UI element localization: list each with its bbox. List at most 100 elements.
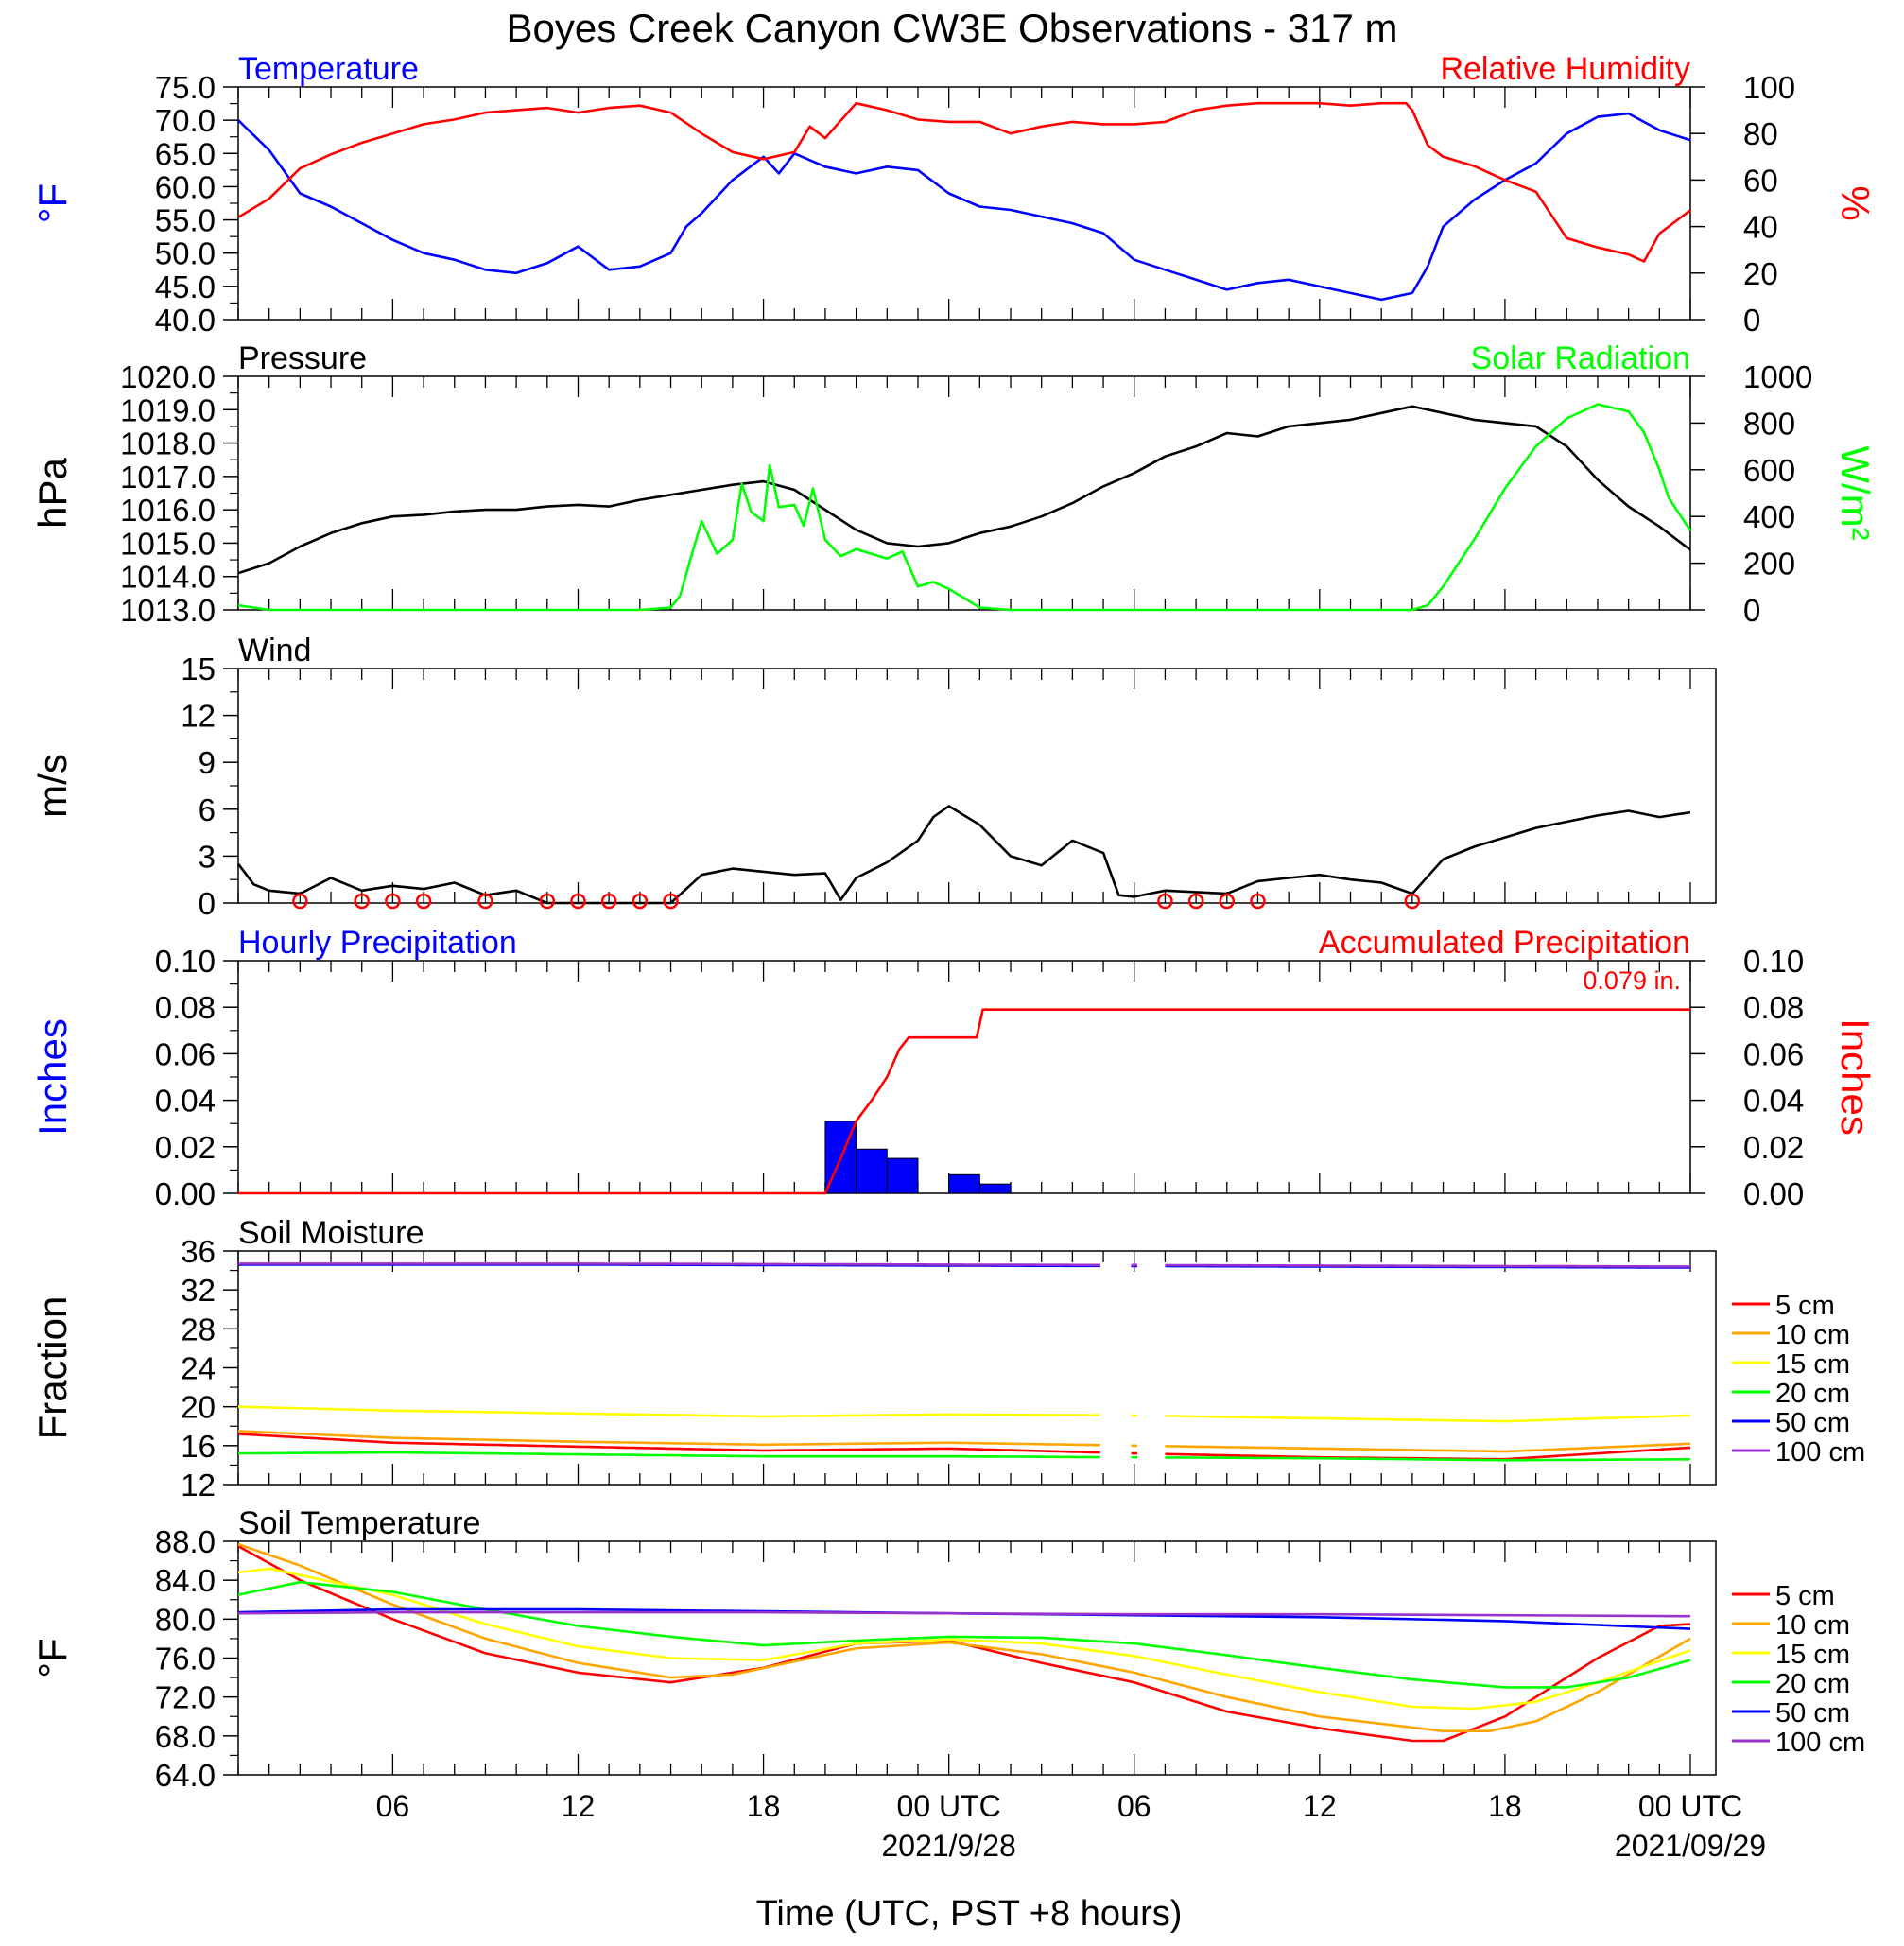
calm-wind-marker [632, 893, 649, 910]
pressure-solar-series [237, 403, 1692, 612]
temperature-humidity-y2-tick-label: 40 [1743, 210, 1778, 245]
temperature-humidity-y-tick-label: 75.0 [155, 70, 216, 105]
temperature-humidity-y-tick-label: 45.0 [155, 269, 216, 304]
calm-wind-marker [415, 893, 432, 910]
soil-moisture-series [237, 1430, 1691, 1453]
precipitation-y-tick-label: 0.08 [155, 990, 216, 1025]
pressure-solar-y-tick-label: 1015.0 [120, 526, 216, 561]
precipitation-series [238, 1008, 1690, 1195]
soil-moisture-legend-label: 5 cm [1775, 1291, 1835, 1321]
precipitation-y-tick-label: 0.00 [155, 1176, 216, 1211]
soil-moisture-y-axis-label: Fraction [30, 1296, 75, 1440]
temperature-humidity-y2-tick-label: 20 [1743, 256, 1778, 291]
soil-moisture-y-tick-label: 36 [181, 1234, 216, 1269]
pressure-solar-y2-tick-label: 200 [1743, 547, 1795, 582]
soil-moisture-series-line [237, 1433, 1100, 1454]
soil-moisture-legend-label: 50 cm [1775, 1408, 1850, 1438]
precipitation-y2-tick-label: 0.10 [1743, 944, 1804, 979]
wind-series-line [236, 805, 1691, 905]
temperature-humidity-y-tick-label: 60.0 [155, 169, 216, 204]
x-tick-label: 00 UTC [1638, 1789, 1742, 1823]
soil-temperature-legend-label: 10 cm [1775, 1610, 1850, 1641]
soil-moisture-y-tick-label: 20 [181, 1390, 216, 1425]
panels: 40.045.050.055.060.065.070.075.002040608… [30, 51, 1878, 1793]
x-tick-label: 18 [747, 1789, 781, 1823]
precip-bar [948, 1173, 980, 1194]
soil-moisture-series [238, 1405, 1691, 1423]
x-tick-label: 06 [1117, 1789, 1151, 1823]
pressure-solar-y2-tick-label: 0 [1743, 593, 1760, 628]
precip-bar [978, 1183, 1012, 1194]
precipitation-y2-tick-label: 0.06 [1743, 1036, 1804, 1071]
calm-wind-marker [570, 893, 586, 910]
temperature-humidity-y2-tick-label: 0 [1743, 303, 1760, 338]
wind-left-title: Wind [238, 633, 311, 669]
temperature-humidity-y2-axis-label: % [1833, 185, 1878, 220]
precipitation-y2-tick-label: 0.02 [1743, 1130, 1804, 1165]
precipitation-y2-tick-label: 0.04 [1743, 1084, 1804, 1119]
calm-wind-marker [477, 893, 493, 910]
soil-moisture-series [238, 1262, 1690, 1268]
temperature-humidity-series [237, 112, 1691, 302]
pressure-solar-y2-tick-label: 400 [1743, 499, 1795, 534]
soil-temperature-series-line [237, 1544, 1691, 1743]
precipitation-y-tick-label: 0.10 [155, 944, 216, 979]
pressure-solar-y-tick-label: 1016.0 [120, 493, 216, 528]
calm-wind-marker [1250, 893, 1266, 910]
soil-moisture-y-tick-label: 32 [181, 1273, 216, 1308]
temperature-humidity-y-tick-label: 40.0 [155, 303, 216, 338]
temperature-humidity-y-tick-label: 55.0 [155, 203, 216, 238]
x-tick-date-label: 2021/9/28 [881, 1829, 1015, 1863]
soil-temperature-y-tick-label: 64.0 [155, 1758, 216, 1793]
temperature-humidity-left-title: Temperature [238, 51, 419, 87]
pressure-solar-y-axis-label: hPa [30, 457, 75, 528]
precip-total-label: 0.079 in. [1583, 966, 1681, 995]
x-tick-label: 00 UTC [897, 1789, 1001, 1823]
precipitation-left-title: Hourly Precipitation [238, 925, 517, 961]
precipitation-y-axis-label: Inches [30, 1018, 75, 1136]
pressure-solar-y-tick-label: 1019.0 [120, 392, 216, 427]
soil-temperature-series [237, 1610, 1691, 1618]
soil-moisture-legend-label: 20 cm [1775, 1379, 1850, 1409]
soil-moisture-series-line [237, 1451, 1100, 1459]
soil-temperature-series [237, 1544, 1691, 1743]
soil-moisture-y-tick-label: 16 [181, 1429, 216, 1464]
figure-title: Boyes Creek Canyon CW3E Observations - 3… [506, 6, 1397, 50]
wind-y-tick-label: 9 [199, 745, 216, 780]
pressure-solar-y2-axis-label: W/m² [1833, 445, 1878, 540]
pressure-solar-right-title: Solar Radiation [1471, 340, 1690, 376]
soil-temperature-legend-label: 5 cm [1775, 1581, 1835, 1611]
temperature-humidity-y2-tick-label: 80 [1743, 116, 1778, 151]
soil-temperature-y-tick-label: 80.0 [155, 1602, 216, 1637]
soil-temperature-series-line [237, 1610, 1691, 1618]
soil-temperature-legend-label: 100 cm [1775, 1728, 1865, 1758]
soil-moisture-series-line [238, 1405, 1100, 1418]
panel-pressure-solar: 1013.01014.01015.01016.01017.01018.01019… [30, 340, 1878, 628]
x-tick-label: 18 [1488, 1789, 1522, 1823]
soil-temperature-y-axis-label: °F [30, 1638, 75, 1677]
soil-temperature-series-line [237, 1580, 1691, 1689]
x-tick-label: 12 [562, 1789, 596, 1823]
panel-wind: 0 3 6 9 12 15 Wind m/s [30, 633, 1717, 921]
soil-moisture-series-line [237, 1430, 1100, 1447]
panel-temperature-humidity: 40.045.050.055.060.065.070.075.0 0 20 40 60 8… [30, 51, 1878, 338]
temperature-humidity-series-line [237, 101, 1691, 263]
soil-temperature-y-tick-label: 76.0 [155, 1642, 216, 1677]
pressure-solar-y2-tick-label: 600 [1743, 453, 1795, 488]
x-axis: 06 12 18 00 UTC 2021/9/28 06 12 18 00 UTC 2021/09… [376, 1789, 1766, 1863]
precipitation-y2-axis-label: Inches [1833, 1018, 1878, 1136]
pressure-solar-y-tick-label: 1017.0 [120, 460, 216, 495]
pressure-solar-series [237, 405, 1691, 575]
pressure-solar-series-line [237, 405, 1691, 575]
soil-temperature-y-tick-label: 72.0 [155, 1680, 216, 1715]
soil-moisture-y-tick-label: 28 [181, 1312, 216, 1347]
precipitation-y2-tick-label: 0.00 [1743, 1176, 1804, 1211]
soil-temperature-y-tick-label: 68.0 [155, 1719, 216, 1754]
temperature-humidity-y-axis-label: °F [30, 183, 75, 223]
soil-temperature-series-line [237, 1542, 1691, 1732]
panel-soil-temperature: 64.0 68.0 72.076.0 80.0 84.0 88.0 Soil Tempera… [30, 1505, 1865, 1793]
calm-wind-marker [354, 893, 370, 910]
